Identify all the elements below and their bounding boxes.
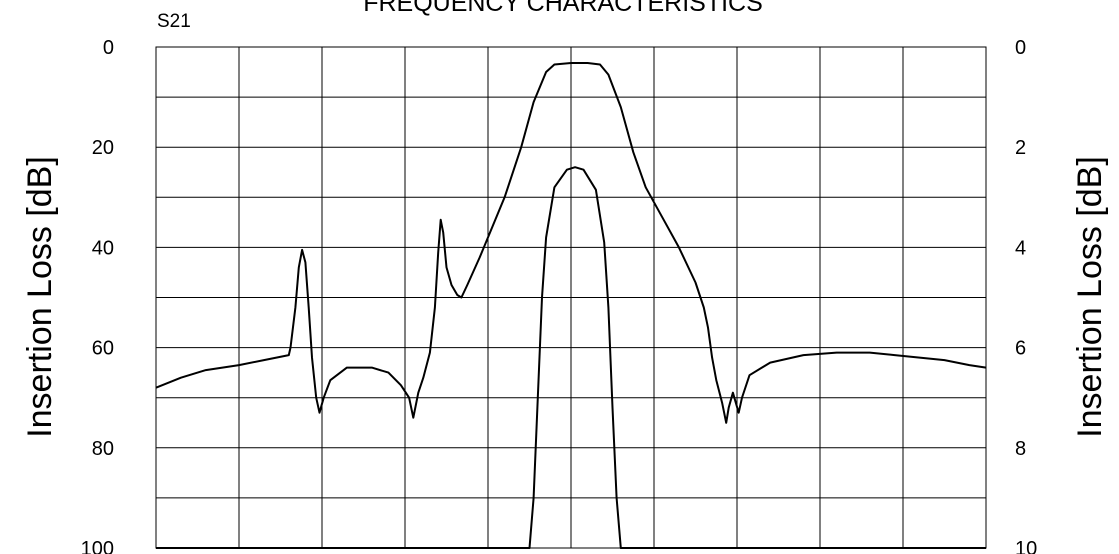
right-tick-label: 2: [1015, 137, 1026, 159]
series-line-left-axis: [155, 62, 987, 424]
right-tick-label: 6: [1015, 338, 1026, 360]
right-tick-label: 4: [1015, 237, 1026, 259]
left-axis-title: Insertion Loss [dB]: [21, 156, 59, 438]
left-tick-label: 60: [92, 338, 114, 360]
left-tick-label: 20: [92, 137, 114, 159]
parameter-label: S21: [157, 11, 191, 32]
left-axis-ticks: 0 20 40 60 80 100: [81, 37, 114, 554]
series-line-right-axis: [156, 166, 986, 549]
chart-title: FREQUENCY CHARACTERISTICS: [363, 0, 763, 17]
right-axis-ticks: 0 2 4 6 8 10: [1015, 37, 1037, 554]
chart-grid: [155, 46, 987, 549]
left-tick-label: 40: [92, 237, 114, 259]
series-layer: [155, 62, 987, 549]
left-tick-label: 0: [103, 37, 114, 59]
left-tick-label: 80: [92, 438, 114, 460]
right-tick-label: 10: [1015, 538, 1037, 554]
right-tick-label: 0: [1015, 37, 1026, 59]
left-tick-label: 100: [81, 538, 114, 554]
right-axis-title: Insertion Loss [dB]: [1071, 156, 1109, 438]
right-tick-label: 8: [1015, 438, 1026, 460]
